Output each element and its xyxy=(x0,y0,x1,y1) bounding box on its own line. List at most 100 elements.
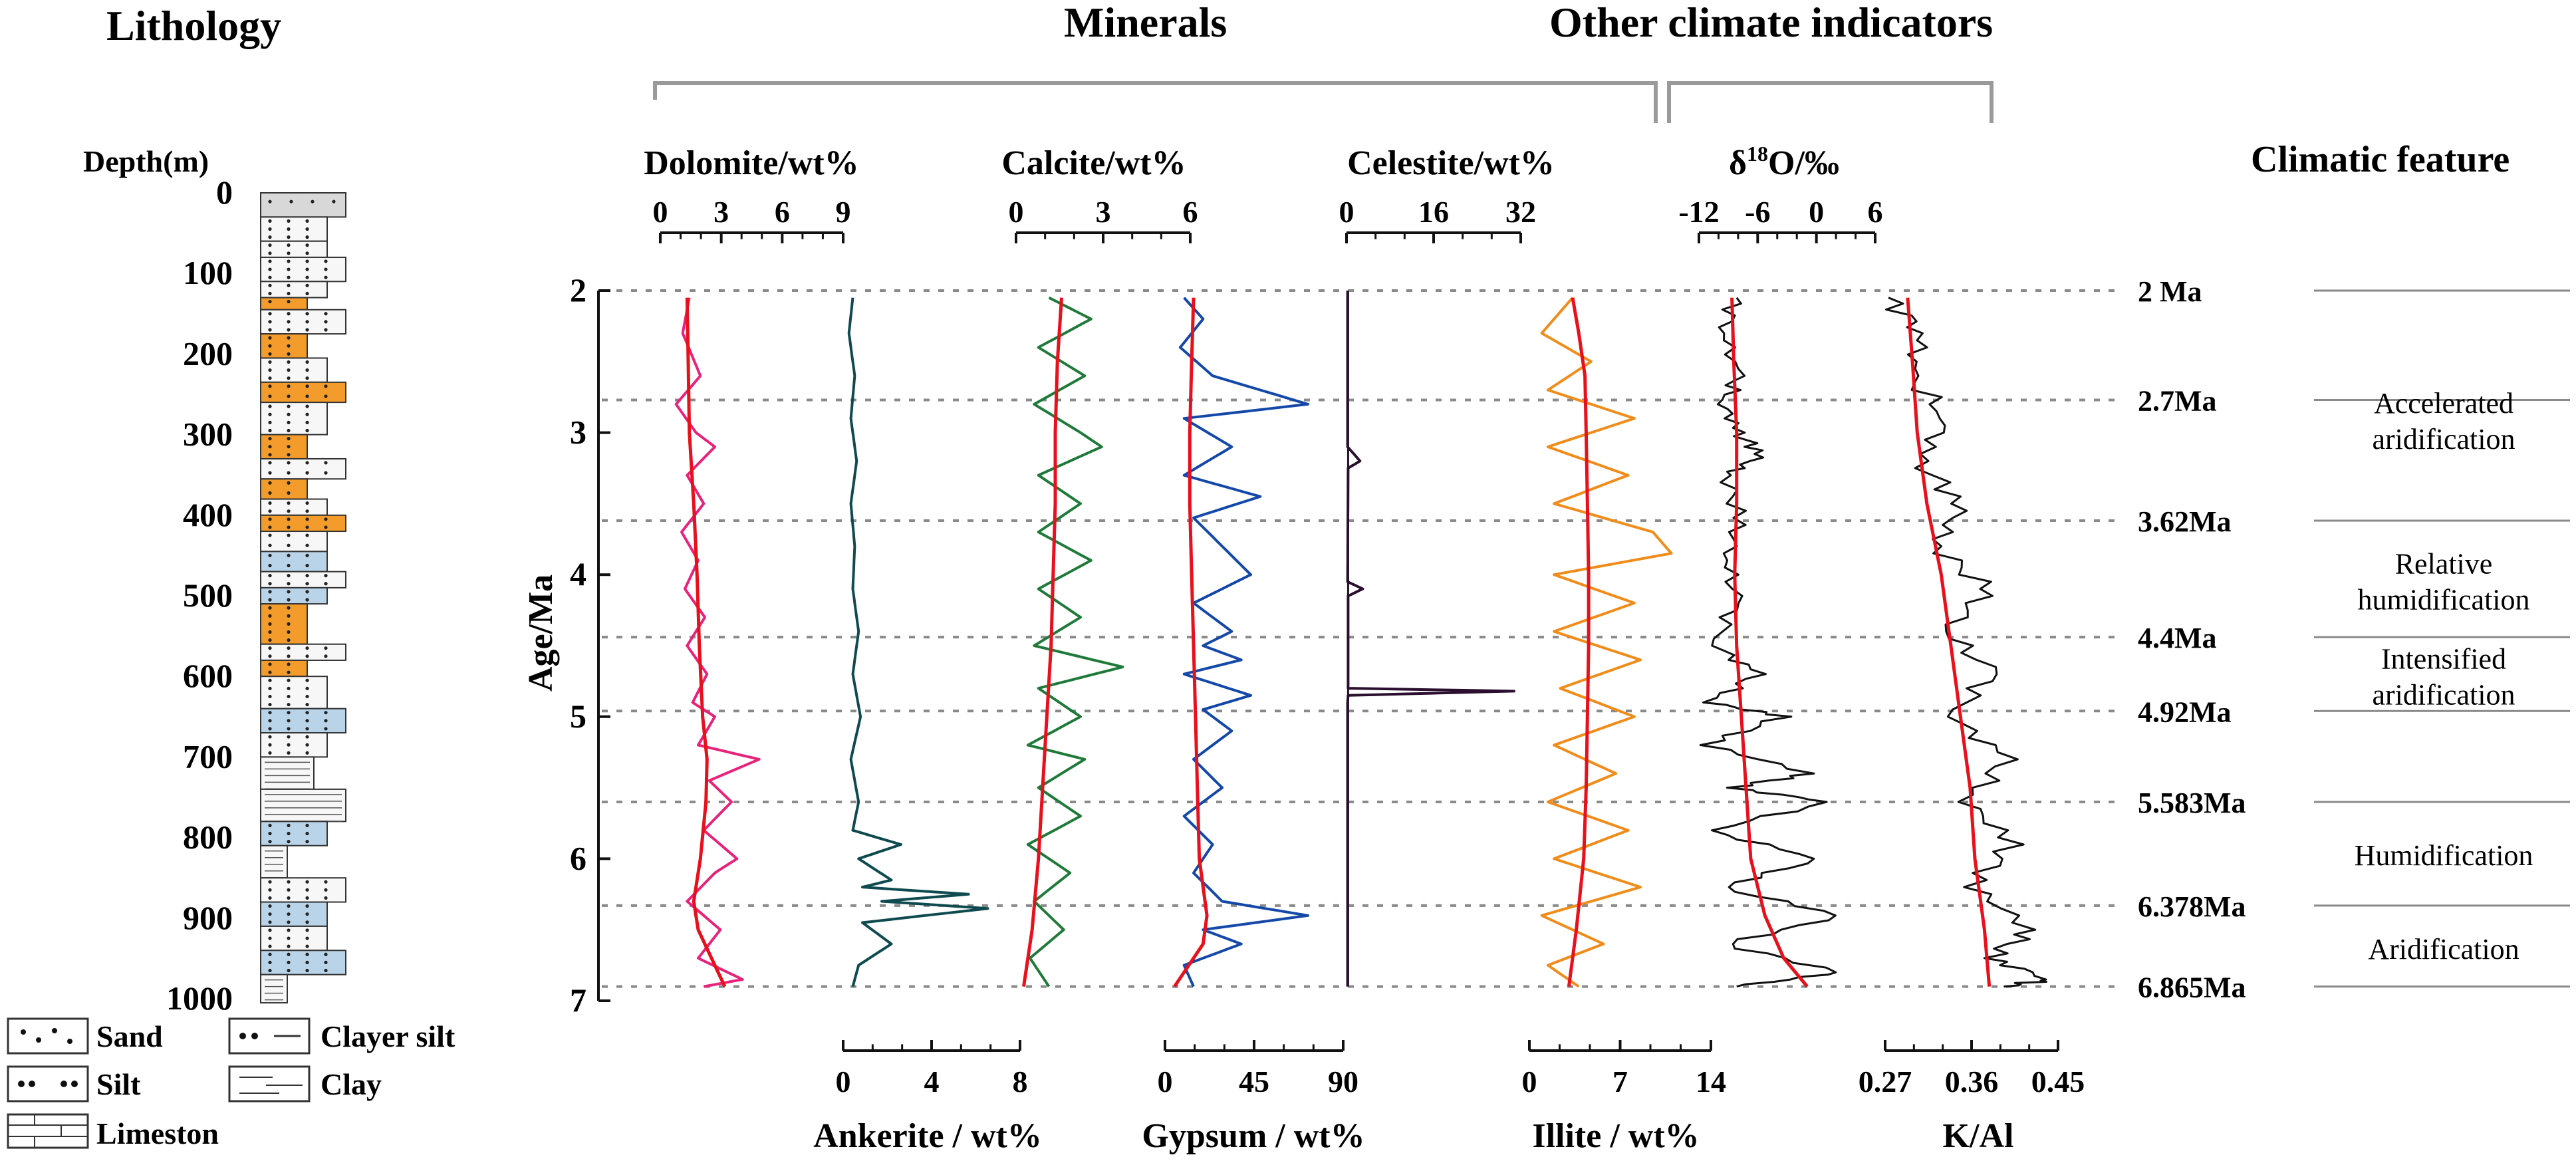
silt-dot xyxy=(305,952,309,956)
silt-dot xyxy=(287,299,291,304)
axis-tick-label: 45 xyxy=(1239,1065,1269,1099)
climatic-feature-line2: aridification xyxy=(2372,423,2515,455)
silt-dot xyxy=(287,328,291,332)
axis-label-kal: K/Al xyxy=(1943,1117,2014,1155)
silt-dot xyxy=(287,960,291,964)
lithology-layer xyxy=(260,240,328,258)
silt-dot xyxy=(268,275,272,279)
minerals-header: Minerals xyxy=(1064,0,1227,46)
silt-dot xyxy=(287,944,291,948)
silt-dot xyxy=(287,751,291,755)
silt-dot xyxy=(324,574,328,578)
panel-calcite: 0 3 6 Calcite/wt% xyxy=(1001,144,1198,987)
silt-dot xyxy=(287,394,291,398)
silt-dot xyxy=(268,638,272,642)
silt-dot xyxy=(287,275,291,279)
silt-dot xyxy=(324,960,328,964)
silt-dot xyxy=(268,630,272,634)
silt-dot xyxy=(287,428,291,433)
silt-dot xyxy=(324,320,328,324)
depth-tick-label: 500 xyxy=(183,577,233,614)
silt-dot xyxy=(287,880,291,884)
legend-silt-label: Silt xyxy=(96,1067,141,1101)
silt-dot xyxy=(287,368,291,372)
lithology-layer xyxy=(260,531,328,553)
silt-dot xyxy=(287,952,291,956)
silt-dot xyxy=(287,896,291,900)
silt-dot xyxy=(268,553,272,557)
silt-dot xyxy=(287,437,291,441)
silt-dot xyxy=(287,227,291,231)
silt-dot xyxy=(268,525,272,529)
silt-dot xyxy=(268,404,272,408)
silt-dot xyxy=(268,694,272,699)
depth-tick-label: 700 xyxy=(183,737,233,775)
lithology-layer xyxy=(260,192,346,218)
silt-dot xyxy=(268,394,272,398)
axis-label-calcite: Calcite/wt% xyxy=(1001,144,1186,182)
depth-tick-label: 100 xyxy=(183,254,233,291)
silt-dot xyxy=(305,420,309,424)
silt-dot xyxy=(324,328,328,332)
axis-tick-label: 4 xyxy=(924,1065,940,1099)
silt-dot xyxy=(268,912,272,916)
silt-dot xyxy=(287,517,291,521)
silt-dot xyxy=(268,751,272,755)
silt-dot xyxy=(268,259,272,263)
axis-tick-label: 90 xyxy=(1328,1065,1358,1099)
trend-line-illite xyxy=(1567,297,1591,987)
silt-dot xyxy=(268,543,272,547)
boundary-label: 4.92Ma xyxy=(2138,696,2232,728)
silt-dot xyxy=(287,743,291,747)
silt-dot xyxy=(268,719,272,723)
axis-tick-label: 9 xyxy=(836,195,851,229)
age-tick-label: 5 xyxy=(570,698,586,735)
silt-dot xyxy=(268,743,272,747)
silt-dot xyxy=(305,582,309,586)
age-tick-label: 4 xyxy=(570,555,586,592)
silt-dot xyxy=(287,638,291,642)
axis-tick-label: 0 xyxy=(1522,1065,1537,1099)
silt-dot xyxy=(287,606,291,610)
silt-dot xyxy=(305,880,309,884)
silt-dot xyxy=(287,453,291,457)
sand-dot xyxy=(268,199,272,203)
silt-dot xyxy=(268,219,272,223)
silt-dot xyxy=(287,404,291,408)
silt-dot xyxy=(324,711,328,715)
silt-dot xyxy=(305,412,309,416)
panel-celestite: 0 16 32 Celestite/wt% xyxy=(1339,144,1555,987)
silt-dot xyxy=(268,428,272,433)
other-bracket xyxy=(1667,81,1994,123)
silt-dot xyxy=(268,336,272,340)
lithology-layer xyxy=(260,732,328,758)
axis-tick-label: 0 xyxy=(653,195,668,229)
silt-dot xyxy=(305,944,309,948)
silt-dot xyxy=(305,928,309,932)
silt-dot xyxy=(305,686,309,690)
lithology-layer xyxy=(260,708,346,734)
silt-dot xyxy=(268,944,272,948)
depth-tick-label: 300 xyxy=(183,416,233,453)
silt-dot xyxy=(324,654,328,658)
axis-tick-label: 32 xyxy=(1505,195,1536,229)
silt-dot xyxy=(287,920,291,924)
silt-dot xyxy=(287,267,291,271)
age-tick-label: 3 xyxy=(570,414,586,451)
silt-dot xyxy=(268,920,272,924)
trend-line-gypsum xyxy=(1173,297,1209,987)
silt-dot xyxy=(268,509,272,513)
boundary-label: 2.7Ma xyxy=(2138,384,2217,417)
legend-clay-swatch xyxy=(228,1065,311,1102)
silt-dot xyxy=(287,823,291,827)
lithology-layer xyxy=(260,478,308,500)
silt-dot xyxy=(287,336,291,340)
other-indicators-header: Other climate indicators xyxy=(1549,0,1993,46)
age-axis-label: Age/Ma xyxy=(522,575,560,692)
silt-dot xyxy=(324,896,328,900)
silt-dot xyxy=(324,719,328,723)
silt-dot xyxy=(268,928,272,932)
lithology-layer xyxy=(260,457,346,480)
silt-dot xyxy=(268,344,272,348)
panel-dolomite: 0 3 6 9 Dolomite/wt% xyxy=(644,144,859,988)
